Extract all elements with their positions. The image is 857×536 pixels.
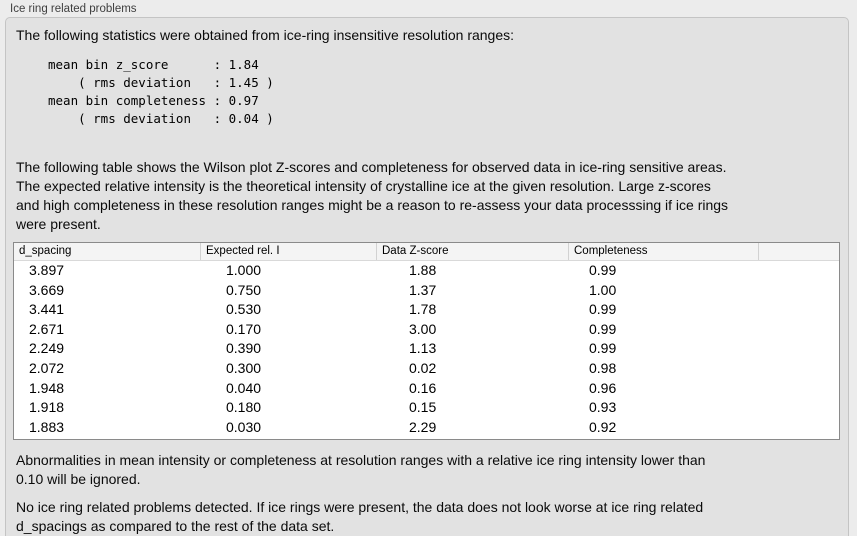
ignore-threshold-note: Abnormalities in mean intensity or compl… (16, 452, 706, 487)
table-cell: 1.88 (409, 262, 437, 278)
table-cell: 2.29 (409, 418, 437, 435)
table-cell (758, 339, 839, 359)
panel-title: Ice ring related problems (10, 3, 137, 15)
table-cell: 1.883 (29, 418, 65, 435)
table-cell: 0.99 (589, 340, 617, 357)
table-cell: 0.170 (226, 320, 262, 337)
table-cell: 0.030 (226, 418, 262, 435)
table-cell (758, 359, 839, 379)
table-cell: 2.249 (29, 340, 65, 357)
table-cell: 2.671 (29, 320, 65, 337)
table-row[interactable]: 1.883 0.030 2.29 0.92 (14, 418, 839, 438)
table-row[interactable]: 2.671 0.170 3.00 0.99 (14, 320, 839, 340)
table-cell (758, 281, 839, 301)
table-row[interactable]: 3.897 1.000 1.88 0.99 (14, 261, 839, 281)
table-cell (758, 300, 839, 320)
conclusion-note: No ice ring related problems detected. I… (16, 499, 704, 534)
table-cell: 0.750 (226, 281, 262, 298)
table-cell: 0.99 (589, 320, 617, 337)
table-header-cell[interactable]: Data Z-score (376, 243, 568, 260)
table-cell: 0.93 (589, 399, 617, 416)
table-cell: 3.897 (29, 262, 65, 278)
table-cell: 3.669 (29, 281, 65, 298)
table-cell: 0.96 (589, 379, 617, 396)
table-cell: 0.98 (589, 359, 617, 376)
table-cell: 0.180 (226, 399, 262, 416)
table-cell: 1.918 (29, 399, 65, 416)
table-cell: 1.948 (29, 379, 65, 396)
table-cell: 0.300 (226, 359, 262, 376)
table-cell: 0.99 (589, 262, 617, 278)
table-cell (758, 418, 839, 438)
table-cell: 0.99 (589, 301, 617, 318)
stats-block: mean bin z_score : 1.84 ( rms deviation … (48, 57, 274, 126)
table-header-cell[interactable] (758, 243, 839, 260)
ice-ring-panel: The following statistics were obtained f… (5, 17, 849, 536)
table-cell: 0.16 (409, 379, 437, 396)
table-row[interactable]: 1.948 0.040 0.16 0.96 (14, 379, 839, 399)
table-cell: 0.02 (409, 359, 437, 376)
ice-ring-table: d_spacing Expected rel. I Data Z-score Comp… (13, 242, 840, 441)
table-row[interactable]: 2.249 0.390 1.13 0.99 (14, 339, 839, 359)
table-cell: 3.441 (29, 301, 65, 318)
description-text: The following table shows the Wilson plo… (16, 159, 729, 232)
table-cell (758, 398, 839, 418)
table-cell: 0.15 (409, 399, 437, 416)
table-header-row: d_spacing Expected rel. I Data Z-score Comp… (14, 243, 839, 261)
table-cell (758, 261, 839, 281)
table-cell: 1.13 (409, 340, 437, 357)
table-cell: 1.00 (589, 281, 617, 298)
table-header-cell[interactable]: Completeness (568, 243, 758, 260)
table-cell: 3.00 (409, 320, 437, 337)
table-cell: 1.37 (409, 281, 437, 298)
table-header-cell[interactable]: d_spacing (19, 245, 72, 257)
table-cell (758, 379, 839, 399)
table-cell: 0.040 (226, 379, 262, 396)
table-cell: 0.530 (226, 301, 262, 318)
table-header-cell[interactable]: Expected rel. I (200, 243, 376, 260)
intro-text: The following statistics were obtained f… (16, 27, 515, 43)
table-cell (758, 320, 839, 340)
table-row[interactable]: 1.918 0.180 0.15 0.93 (14, 398, 839, 418)
table-cell: 1.000 (226, 262, 262, 278)
table-row[interactable]: 2.072 0.300 0.02 0.98 (14, 359, 839, 379)
table-row[interactable]: 3.441 0.530 1.78 0.99 (14, 300, 839, 320)
table-body: 3.897 1.000 1.88 0.99 3.669 0.750 1.37 1.00 3.44… (14, 261, 839, 439)
table-row[interactable]: 3.669 0.750 1.37 1.00 (14, 281, 839, 301)
table-cell: 0.92 (589, 418, 617, 435)
table-cell: 1.78 (409, 301, 437, 318)
table-cell: 2.072 (29, 359, 65, 376)
table-cell: 0.390 (226, 340, 262, 357)
